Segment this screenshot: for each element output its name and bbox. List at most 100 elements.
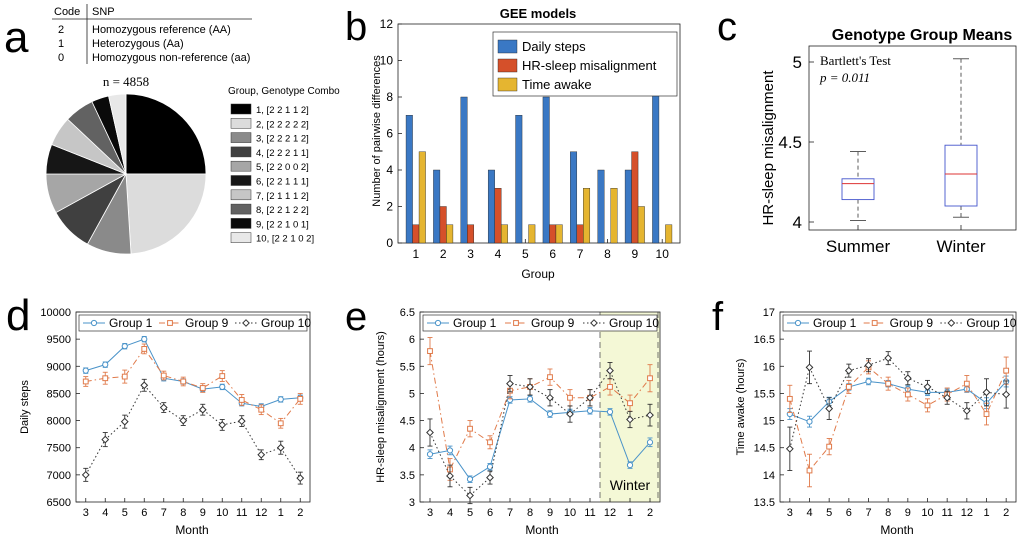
bar-mark — [542, 96, 550, 244]
series-line — [429, 398, 651, 480]
snp-table-label: Homozygous non-reference (aa) — [92, 52, 250, 64]
line-y-tick-label: 5.5 — [400, 361, 415, 373]
pie-legend-swatch — [230, 218, 252, 229]
bar-legend-swatch — [497, 77, 518, 92]
line-chart-hr-sleep-misalignment: HR-sleep misalignment (hours) Month Wint… — [375, 307, 661, 537]
line-legend-label: Group 10 — [966, 316, 1016, 330]
line-legend-marker — [871, 320, 878, 326]
awake-x-axis-label: Month — [880, 523, 913, 537]
line-y-tick-label: 14.5 — [754, 443, 775, 455]
pie-legend-swatch — [230, 132, 252, 143]
bar-mark — [624, 169, 632, 244]
line-y-tick-label: 3.5 — [400, 470, 415, 482]
bar-x-tick-label: 4 — [495, 247, 502, 261]
data-point — [826, 443, 833, 450]
pie-chart-genotype-groups: n = 4858 Group, Genotype Combo 1, [2 2 1… — [45, 74, 340, 255]
data-point — [567, 394, 573, 401]
bar-mark — [494, 188, 502, 244]
bar-mark — [597, 169, 605, 244]
snp-table-header-snp: SNP — [92, 6, 115, 18]
series-line — [85, 338, 301, 407]
pie-legend-label: 8, [2 2 1 2 2] — [256, 205, 309, 216]
bar-mark — [637, 206, 645, 244]
data-point — [121, 373, 128, 380]
line-legend-label: Group 10 — [261, 316, 311, 330]
data-point — [219, 373, 226, 379]
line-x-tick-label: 5 — [122, 507, 128, 519]
data-point — [276, 443, 285, 452]
series-line — [789, 357, 1007, 449]
bar-y-tick-label: 6 — [386, 127, 393, 141]
line-x-tick-label: 7 — [865, 507, 871, 519]
line-y-tick-label: 3 — [409, 497, 415, 509]
data-point — [607, 384, 613, 390]
data-point — [81, 470, 90, 479]
line-y-tick-label: 8500 — [47, 388, 71, 400]
data-point — [903, 374, 912, 383]
data-point — [141, 336, 148, 343]
bar-mark — [405, 115, 413, 244]
box-x-tick-label: Summer — [826, 237, 891, 256]
line-x-tick-label: 10 — [921, 507, 933, 519]
series-line — [429, 351, 651, 472]
data-point — [446, 472, 454, 480]
bar-y-tick-label: 4 — [386, 163, 393, 177]
data-point — [627, 400, 633, 407]
bar-y-tick-label: 12 — [380, 17, 394, 31]
line-legend-box — [78, 314, 308, 332]
pie-legend-label: 2, [2 2 2 2 2] — [256, 119, 309, 130]
line-legend-label: Group 10 — [609, 316, 659, 330]
data-point — [219, 383, 226, 391]
data-point — [844, 366, 853, 375]
line-x-tick-label: 1 — [278, 507, 284, 519]
data-point — [446, 447, 454, 454]
panel-letter-b: b — [345, 5, 367, 49]
data-point — [805, 363, 814, 372]
line-x-tick-label: 4 — [806, 507, 812, 519]
data-point — [426, 451, 434, 458]
bar-x-tick-label: 7 — [577, 247, 584, 261]
bar-x-tick-label: 1 — [412, 247, 419, 261]
line-x-tick-label: 2 — [297, 507, 303, 519]
data-point — [101, 435, 110, 444]
misalignment-x-axis-label: Month — [525, 523, 558, 537]
pie-legend-label: 3, [2 2 2 1 2] — [256, 134, 309, 145]
data-point — [526, 383, 534, 391]
line-plot-frame — [419, 311, 661, 503]
bar-mark — [487, 169, 495, 244]
series-line — [85, 384, 301, 479]
data-point — [237, 417, 246, 426]
line-y-tick-label: 17 — [763, 307, 775, 319]
data-point — [218, 421, 227, 429]
data-point — [296, 474, 305, 483]
line-x-tick-label: 11 — [584, 507, 595, 519]
line-y-tick-label: 16 — [763, 361, 775, 373]
line-y-tick-label: 13.5 — [754, 497, 775, 509]
bar-legend-label: HR-sleep misalignment — [522, 58, 657, 73]
data-point — [943, 393, 952, 402]
line-x-tick-label: 9 — [547, 507, 553, 519]
data-point — [647, 375, 653, 382]
line-y-tick-label: 15 — [763, 416, 775, 428]
pie-legend-swatch — [230, 146, 252, 158]
data-point — [884, 354, 893, 363]
bar-legend-swatch — [497, 39, 518, 54]
pie-legend-swatch — [230, 103, 252, 115]
data-point — [141, 346, 148, 352]
line-y-tick-label: 15.5 — [754, 388, 775, 400]
series-line — [789, 380, 1007, 423]
snp-table-label: Homozygous reference (AA) — [92, 24, 231, 36]
line-x-tick-label: 8 — [180, 507, 186, 519]
data-point — [486, 473, 494, 482]
pie-legend-label: 6, [2 2 1 1 1] — [256, 177, 309, 188]
line-x-tick-label: 7 — [161, 507, 167, 519]
box-y-tick-label: 4 — [793, 213, 802, 232]
line-x-tick-label: 11 — [236, 507, 247, 519]
pie-legend-swatch — [230, 232, 252, 243]
bar-mark — [570, 151, 578, 244]
awake-y-axis-label: Time awake (hours) — [735, 359, 747, 456]
line-x-tick-label: 2 — [647, 507, 653, 519]
data-point — [82, 378, 89, 385]
pie-legend-label: 5, [2 2 0 0 2] — [256, 162, 309, 173]
